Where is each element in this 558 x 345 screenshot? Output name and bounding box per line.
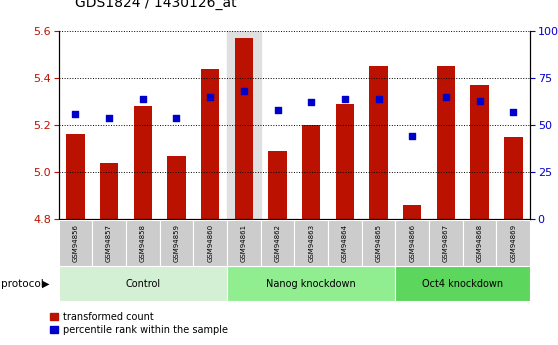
Bar — [403, 205, 421, 219]
Text: GSM94862: GSM94862 — [275, 224, 281, 262]
Text: GDS1824 / 1430126_at: GDS1824 / 1430126_at — [75, 0, 237, 10]
Bar — [133, 106, 152, 219]
Text: GSM94857: GSM94857 — [106, 224, 112, 262]
Bar — [497, 220, 530, 266]
Text: GSM94865: GSM94865 — [376, 224, 382, 262]
Point — [441, 94, 450, 100]
Bar — [234, 38, 253, 219]
Point — [206, 94, 215, 100]
Bar — [369, 66, 388, 219]
Bar — [504, 137, 522, 219]
Bar — [227, 31, 261, 219]
Point — [239, 88, 248, 94]
Text: GSM94861: GSM94861 — [241, 224, 247, 262]
Bar — [92, 220, 126, 266]
Bar — [100, 163, 118, 219]
Point — [509, 109, 518, 115]
Text: Nanog knockdown: Nanog knockdown — [266, 279, 356, 288]
Bar — [463, 220, 497, 266]
Bar — [396, 220, 429, 266]
Bar — [193, 220, 227, 266]
Bar — [362, 220, 396, 266]
Bar — [167, 156, 186, 219]
Point — [374, 96, 383, 101]
Point — [273, 107, 282, 113]
Bar — [295, 220, 328, 266]
Bar — [227, 266, 396, 301]
Bar — [470, 85, 489, 219]
Text: GSM94858: GSM94858 — [140, 224, 146, 262]
Bar — [66, 135, 85, 219]
Text: GSM94863: GSM94863 — [308, 224, 314, 262]
Text: Oct4 knockdown: Oct4 knockdown — [422, 279, 503, 288]
Bar — [396, 266, 530, 301]
Point — [307, 100, 316, 105]
Bar — [261, 220, 295, 266]
Text: ▶: ▶ — [42, 279, 50, 288]
Text: GSM94860: GSM94860 — [207, 224, 213, 262]
Bar — [227, 220, 261, 266]
Text: Control: Control — [125, 279, 160, 288]
Bar — [429, 220, 463, 266]
Text: GSM94859: GSM94859 — [174, 224, 180, 262]
Bar — [126, 220, 160, 266]
Bar — [201, 69, 219, 219]
Text: GSM94868: GSM94868 — [477, 224, 483, 262]
Point — [71, 111, 80, 117]
Text: GSM94867: GSM94867 — [443, 224, 449, 262]
Bar — [335, 104, 354, 219]
Point — [340, 96, 349, 101]
Point — [138, 96, 147, 101]
Text: GSM94864: GSM94864 — [342, 224, 348, 262]
Bar — [437, 66, 455, 219]
Point — [408, 134, 417, 139]
Bar — [328, 220, 362, 266]
Text: GSM94856: GSM94856 — [73, 224, 79, 262]
Bar — [59, 220, 92, 266]
Point — [475, 98, 484, 104]
Point — [105, 115, 114, 120]
Bar — [160, 220, 193, 266]
Bar — [268, 151, 287, 219]
Text: GSM94869: GSM94869 — [510, 224, 516, 262]
Legend: transformed count, percentile rank within the sample: transformed count, percentile rank withi… — [50, 312, 228, 335]
Text: protocol: protocol — [1, 279, 44, 288]
Bar — [59, 266, 227, 301]
Point — [172, 115, 181, 120]
Bar — [302, 125, 320, 219]
Text: GSM94866: GSM94866 — [409, 224, 415, 262]
